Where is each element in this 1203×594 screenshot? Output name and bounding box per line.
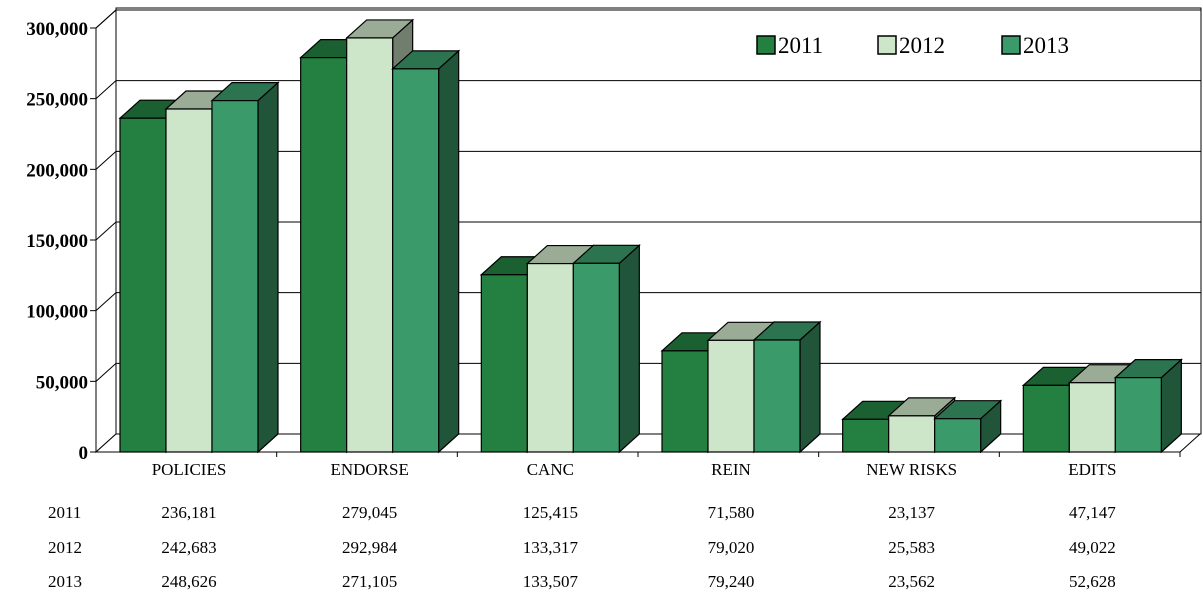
y-tick-label: 150,000 [26, 231, 88, 252]
table-cell: 23,137 [888, 503, 935, 522]
bar [480, 274, 528, 453]
table-cell: 23,562 [888, 572, 935, 591]
table-cell: 49,022 [1069, 538, 1116, 557]
bar [119, 117, 167, 453]
bar [392, 68, 440, 453]
gridlines [95, 9, 1201, 382]
table-cell: 71,580 [708, 503, 755, 522]
table-cell: 79,020 [708, 538, 755, 557]
gridline [95, 9, 1201, 29]
gridline [95, 80, 1201, 100]
bar [211, 100, 259, 453]
category-label: CANC [527, 460, 574, 479]
bar-side [618, 243, 640, 454]
legend-swatch [877, 35, 897, 55]
table-cell: 79,240 [708, 572, 755, 591]
category-label: REIN [711, 460, 751, 479]
legend-label: 2013 [1023, 33, 1069, 58]
y-tick-label: 100,000 [26, 302, 88, 323]
gridline [95, 292, 1201, 312]
y-tick-label: 300,000 [26, 19, 88, 40]
table-cell: 242,683 [161, 538, 216, 557]
bar [842, 418, 890, 453]
bar [572, 262, 620, 453]
table-cell: 248,626 [161, 572, 216, 591]
bar [165, 108, 213, 453]
table-cell: 125,415 [523, 503, 578, 522]
bar [661, 350, 709, 453]
table-cell: 236,181 [161, 503, 216, 522]
gridline [95, 362, 1201, 382]
table-cell: 133,317 [523, 538, 579, 557]
table-cell: 292,984 [342, 538, 398, 557]
bars [118, 18, 1183, 454]
category-label: POLICIES [152, 460, 227, 479]
table-row-label: 2011 [48, 503, 81, 522]
legend-label: 2012 [899, 33, 945, 58]
y-tick-label: 250,000 [26, 90, 88, 111]
table-cell: 47,147 [1069, 503, 1116, 522]
y-axis: 0 50,000 100,000 150,000 200,000 250,000 300,0… [26, 19, 97, 464]
category-label: EDITS [1068, 460, 1116, 479]
bar [753, 339, 801, 453]
bar [707, 339, 755, 453]
table-cell: 279,045 [342, 503, 397, 522]
bar [1022, 384, 1070, 453]
bar [346, 37, 394, 453]
category-label: ENDORSE [330, 460, 408, 479]
bar [526, 262, 574, 453]
legend: 2011 2012 2013 [756, 33, 1069, 58]
bar-side [257, 81, 279, 454]
table-cell: 133,507 [523, 572, 579, 591]
legend-label: 2011 [778, 33, 823, 58]
table-row-label: 2012 [48, 538, 82, 557]
category-label: NEW RISKS [866, 460, 957, 479]
bar [1114, 377, 1162, 453]
bar [888, 415, 936, 453]
y-tick-label: 50,000 [36, 372, 88, 393]
x-axis: POLICIES ENDORSE CANC REIN NEW RISKS EDITS [96, 451, 1181, 479]
back-wall [115, 7, 1202, 435]
y-tick-label: 0 [79, 443, 89, 464]
gridline [95, 221, 1201, 241]
bar-side [799, 320, 821, 454]
bar [1068, 382, 1116, 453]
legend-swatch [756, 35, 776, 55]
gridline [95, 150, 1201, 170]
table-cell: 271,105 [342, 572, 397, 591]
y-tick-label: 200,000 [26, 160, 88, 181]
bar [300, 57, 348, 453]
data-table: 2011 236,181 279,045 125,415 71,580 23,137 47,… [48, 503, 1116, 591]
bar-side [438, 49, 460, 454]
legend-swatch [1001, 35, 1021, 55]
table-row-label: 2013 [48, 572, 82, 591]
bar [934, 418, 982, 453]
table-cell: 25,583 [888, 538, 935, 557]
table-cell: 52,628 [1069, 572, 1116, 591]
